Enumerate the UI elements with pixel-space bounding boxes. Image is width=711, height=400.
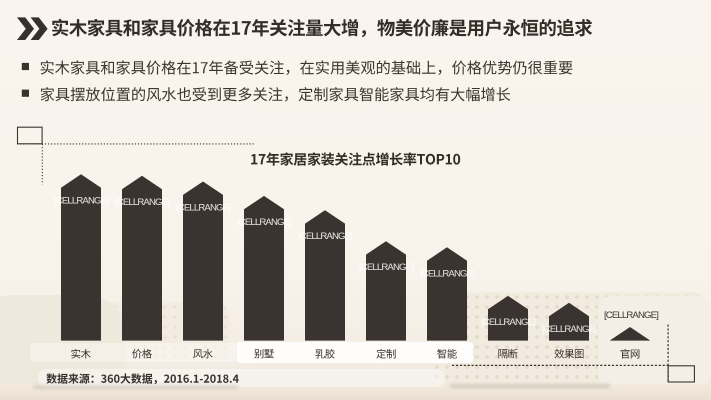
svg-text:[CELLRANGE]: [CELLRANGE] bbox=[359, 262, 413, 273]
svg-text:[CELLRANGE]: [CELLRANGE] bbox=[604, 310, 658, 321]
svg-text:[CELLRANGE]: [CELLRANGE] bbox=[237, 217, 291, 228]
svg-text:[CELLRANGE]: [CELLRANGE] bbox=[176, 203, 230, 214]
svg-text:[CELLRANGE]: [CELLRANGE] bbox=[420, 268, 474, 279]
svg-text:[CELLRANGE]: [CELLRANGE] bbox=[115, 197, 169, 208]
svg-text:[CELLRANGE]: [CELLRANGE] bbox=[54, 195, 108, 206]
svg-text:[CELLRANGE]: [CELLRANGE] bbox=[542, 324, 596, 335]
svg-text:[CELLRANGE]: [CELLRANGE] bbox=[481, 317, 535, 328]
svg-text:[CELLRANGE]: [CELLRANGE] bbox=[298, 231, 352, 242]
